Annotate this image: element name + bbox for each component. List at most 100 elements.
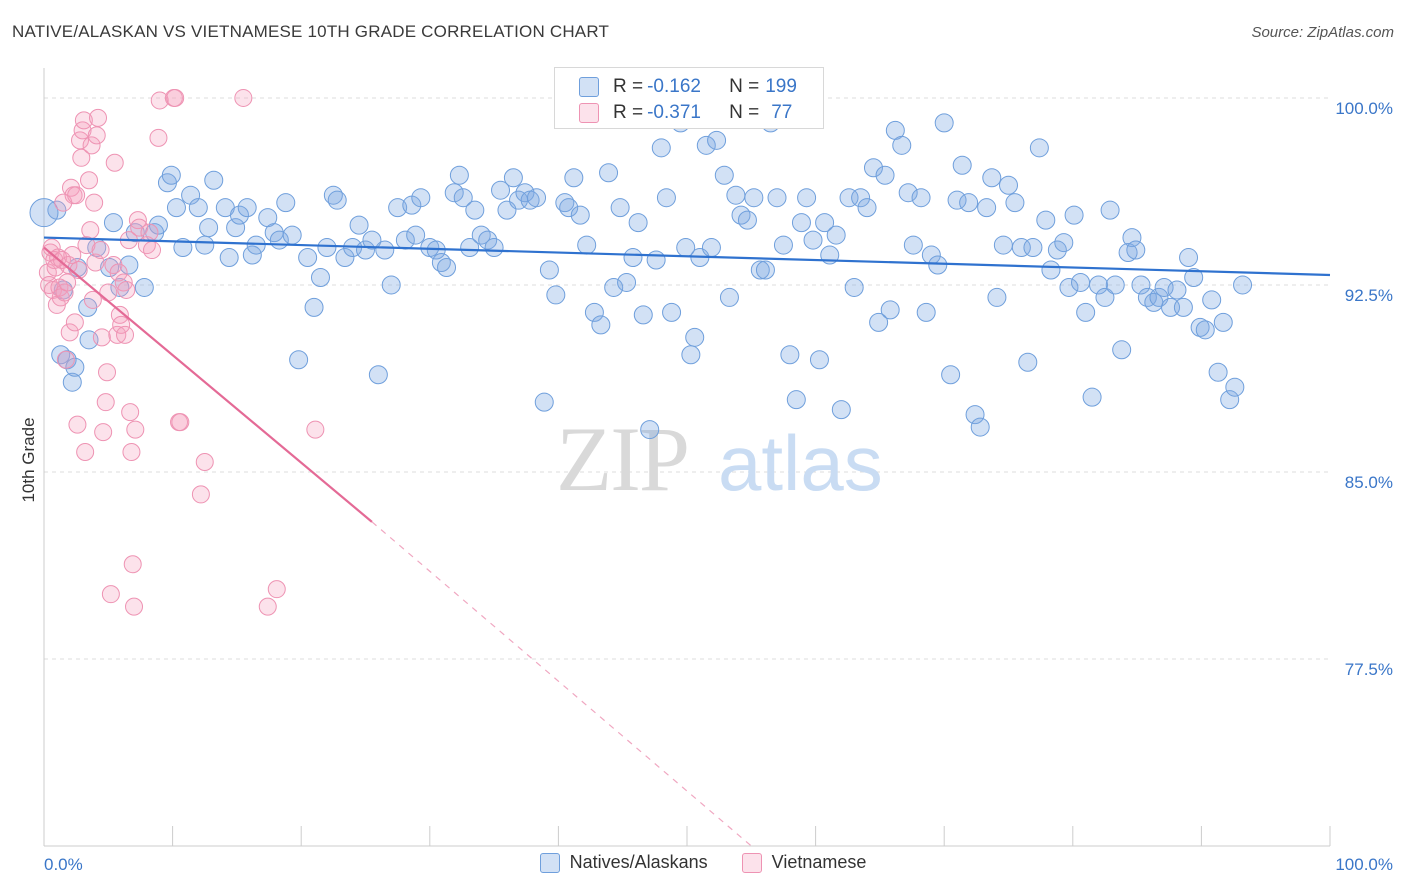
series-natives-points: [29, 113, 1253, 440]
vietnamese-point: [98, 363, 117, 382]
natives-point: [1208, 362, 1228, 382]
natives-point: [892, 135, 912, 155]
vietnamese-point: [114, 273, 133, 292]
natives-point: [731, 205, 751, 225]
natives-point: [276, 193, 296, 213]
natives-point: [1105, 275, 1125, 295]
x-tick-label-left: 0.0%: [44, 855, 83, 874]
natives-point: [51, 345, 71, 365]
vietnamese-point: [123, 555, 142, 574]
natives-point: [226, 218, 246, 238]
vietnamese-point: [80, 171, 99, 190]
vietnamese-point: [143, 241, 162, 260]
natives-point: [173, 238, 193, 258]
natives-point: [1233, 275, 1253, 295]
natives-point: [1225, 377, 1245, 397]
natives-point: [471, 225, 491, 245]
natives-point: [204, 170, 224, 190]
natives-point: [701, 238, 721, 258]
natives-point: [478, 230, 498, 250]
natives-point: [928, 255, 948, 275]
natives-point: [1122, 228, 1142, 248]
natives-point: [1137, 287, 1157, 307]
natives-point: [406, 225, 426, 245]
vietnamese-point: [89, 108, 108, 127]
stats-row-vietnamese: R = -0.371 N = 77: [579, 99, 792, 127]
natives-point: [503, 168, 523, 188]
natives-point: [791, 213, 811, 233]
natives-trend-line: [43, 236, 1331, 277]
vietnamese-point: [150, 91, 169, 110]
natives-point: [199, 218, 219, 238]
natives-point: [1023, 238, 1043, 258]
natives-point: [491, 180, 511, 200]
natives-point: [863, 158, 883, 178]
natives-point: [362, 230, 382, 250]
x-tick-label-right: 100.0%: [1335, 855, 1393, 874]
vietnamese-point: [68, 415, 87, 434]
natives-point: [633, 305, 653, 325]
vietnamese-point: [60, 323, 79, 342]
natives-point: [375, 240, 395, 260]
natives-point: [310, 267, 330, 287]
natives-point: [780, 345, 800, 365]
natives-point: [941, 365, 961, 385]
vietnamese-point: [116, 325, 135, 344]
series-legend: Natives/Alaskans Vietnamese: [0, 852, 1406, 873]
vietnamese-point: [112, 315, 131, 334]
natives-point: [237, 198, 257, 218]
natives-point: [1095, 287, 1115, 307]
natives-point: [987, 287, 1007, 307]
natives-point: [229, 205, 249, 225]
vietnamese-point: [191, 485, 210, 504]
natives-point: [388, 198, 408, 218]
vietnamese-point: [258, 597, 277, 616]
natives-point: [317, 238, 337, 258]
natives-point: [119, 255, 139, 275]
natives-point: [719, 287, 739, 307]
natives-point: [737, 210, 757, 230]
legend-item-natives[interactable]: Natives/Alaskans: [539, 852, 708, 873]
vietnamese-point: [110, 305, 129, 324]
natives-point: [349, 215, 369, 235]
vietnamese-point: [126, 420, 145, 439]
natives-point: [809, 350, 829, 370]
natives-point: [591, 315, 611, 335]
natives-point: [977, 198, 997, 218]
natives-point: [952, 155, 972, 175]
natives-point: [714, 165, 734, 185]
vietnamese-point: [149, 128, 168, 147]
vietnamese-point: [108, 325, 127, 344]
natives-point: [1100, 200, 1120, 220]
natives-point: [623, 248, 643, 268]
natives-point: [539, 260, 559, 280]
vietnamese-point: [267, 580, 286, 599]
natives-point: [289, 350, 309, 370]
natives-point: [577, 235, 597, 255]
natives-point: [1005, 193, 1025, 213]
axes: [43, 68, 1331, 847]
natives-point: [411, 188, 431, 208]
natives-point: [534, 392, 554, 412]
vietnamese-point: [122, 443, 141, 462]
natives-point: [57, 350, 77, 370]
vietnamese-point: [63, 246, 82, 265]
natives-point: [640, 420, 660, 440]
legend-item-vietnamese[interactable]: Vietnamese: [741, 852, 866, 873]
natives-point: [1041, 260, 1061, 280]
natives-point: [1184, 267, 1204, 287]
vietnamese-point: [73, 121, 92, 140]
vietnamese-point: [130, 218, 149, 237]
natives-point: [646, 250, 666, 270]
natives-swatch: [539, 852, 560, 873]
natives-point: [188, 198, 208, 218]
natives-point: [617, 272, 637, 292]
vietnamese-point: [96, 393, 115, 412]
natives-point: [993, 235, 1013, 255]
natives-point: [750, 260, 770, 280]
n-label: N =: [729, 76, 760, 97]
natives-point: [662, 302, 682, 322]
natives-point: [195, 235, 215, 255]
natives-point: [449, 165, 469, 185]
vietnamese-point: [121, 403, 140, 422]
